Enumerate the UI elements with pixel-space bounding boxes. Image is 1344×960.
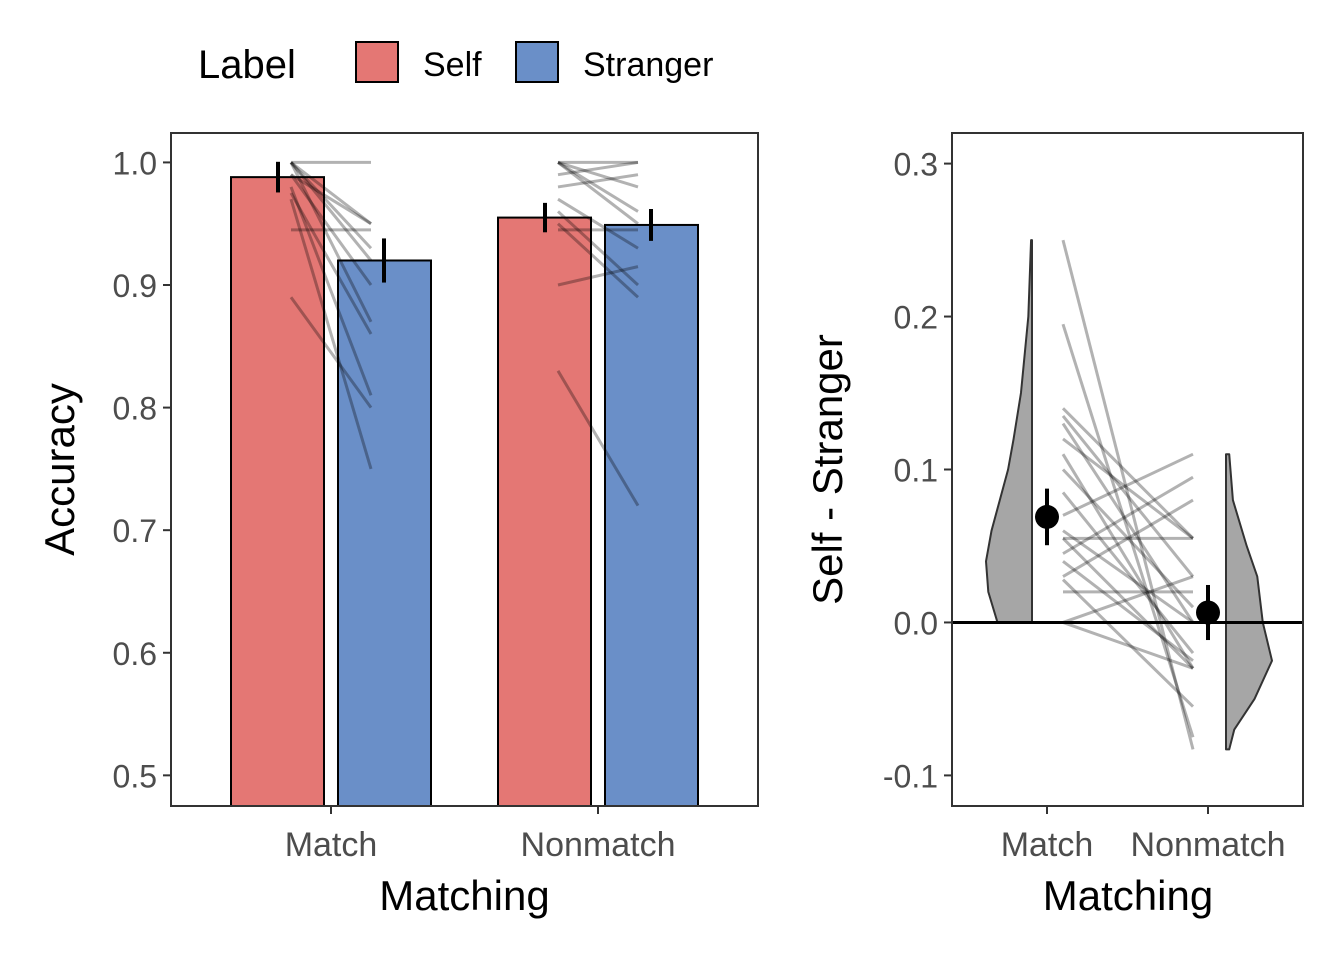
accuracy-panel: Match Nonmatch 0.5 0.6 0.7 0.8 0.9 1.0 Matching A… [36,132,759,919]
participant-line [1062,437,1194,540]
x-axis-label: Matching [1043,872,1213,919]
bar-self-nonmatch [497,216,592,807]
participant-line [289,161,373,323]
y-tick-label: 0.6 [113,636,157,672]
participant-line [1061,323,1195,738]
participant-line [1061,239,1195,750]
participant-line [557,173,639,189]
legend-title: Label [198,43,296,87]
y-tick-label: 0.3 [894,147,938,183]
legend-label-self: Self [423,46,482,84]
participant-line [557,197,639,250]
participant-line [1061,415,1195,578]
participant-line [556,370,640,507]
plot-border [170,132,759,807]
legend-key-stranger [515,41,559,83]
y-tick-label: 0.1 [894,453,938,489]
y-axis-label: Self - Stranger [804,334,851,605]
y-tick-label: 0.8 [113,391,157,427]
y-axis-label: Accuracy [36,383,83,556]
participant-line [289,161,373,262]
participant-line [1061,453,1195,670]
participant-line [290,161,372,225]
participant-line [1062,498,1194,578]
x-tick-label: Match [285,826,378,864]
violin-nonmatch [1225,453,1273,751]
legend: Label Self Stranger [198,41,713,87]
y-tick-label: -0.1 [883,758,938,794]
x-tick-label: Nonmatch [521,826,676,864]
participant-line [289,173,373,286]
x-tick-label: Nonmatch [1131,826,1286,864]
y-tick-label: 0.5 [113,758,157,794]
x-axis-label: Matching [379,872,549,919]
participant-line [556,210,640,287]
y-tick-label: 1.0 [113,145,157,181]
difference-panel: Match Nonmatch -0.1 0.0 0.1 0.2 0.3 Matching Sel… [804,132,1304,919]
y-tick-label: 0.9 [113,268,157,304]
participant-line [1061,422,1195,624]
participant-line [289,192,373,335]
participant-line [289,296,373,409]
participant-line [1061,468,1195,609]
participant-line [557,161,639,225]
legend-key-self [355,41,399,83]
participant-line [557,160,639,189]
bar-self-match [230,176,325,807]
participant-line [289,186,373,396]
y-tick-label: 0.0 [894,605,938,641]
participant-line [1062,529,1194,624]
bar-stranger-match [337,259,432,807]
participant-line [290,173,372,225]
participant-line [1062,621,1194,670]
participant-line [1061,537,1195,670]
participant-line [1061,578,1195,708]
y-tick-label: 0.2 [894,300,938,336]
participant-line [1062,452,1194,517]
participant-line [289,161,373,250]
participant-line [557,161,639,213]
participant-line [1062,575,1194,624]
x-tick-label: Match [1001,826,1094,864]
violin-match [985,239,1033,624]
legend-label-stranger: Stranger [583,46,713,84]
y-tick-label: 0.7 [113,513,157,549]
participant-line [1062,560,1194,662]
bar-stranger-nonmatch [604,223,699,808]
mean-point [1196,600,1220,625]
participant-line [1062,475,1194,555]
participant-line [1061,491,1195,654]
participant-line [556,222,640,299]
participant-line [289,198,373,470]
participant-line [557,265,639,287]
mean-point [1035,504,1059,529]
participant-line [557,160,639,177]
participant-line [1061,407,1195,540]
